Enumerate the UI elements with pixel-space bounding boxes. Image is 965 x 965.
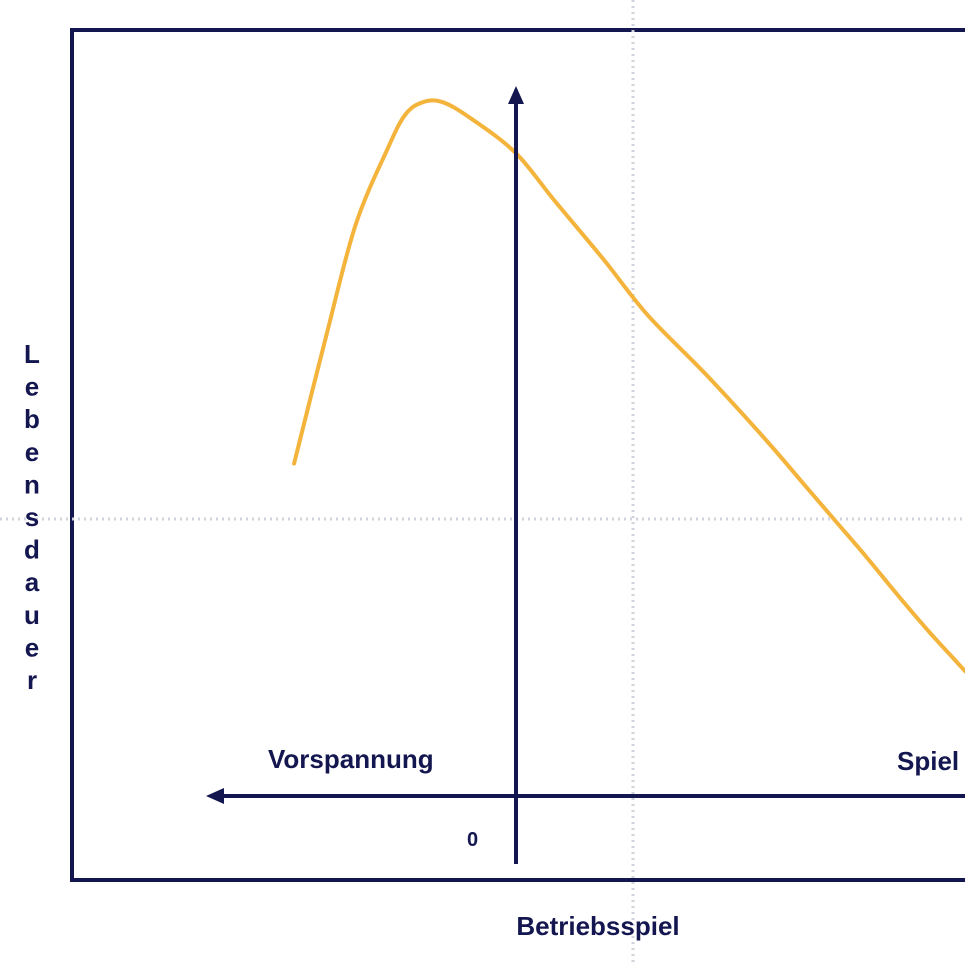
left-region-label: Vorspannung (268, 744, 434, 774)
y-axis-arrowhead (508, 86, 524, 104)
series-line-lebensdauer (292, 98, 965, 674)
origin-label: 0 (467, 829, 478, 851)
right-region-label: Spiel (897, 746, 959, 776)
x-axis-label: Betriebsspiel (516, 911, 679, 941)
x-axis-arrowhead (206, 788, 224, 804)
plot-frame (70, 28, 965, 882)
